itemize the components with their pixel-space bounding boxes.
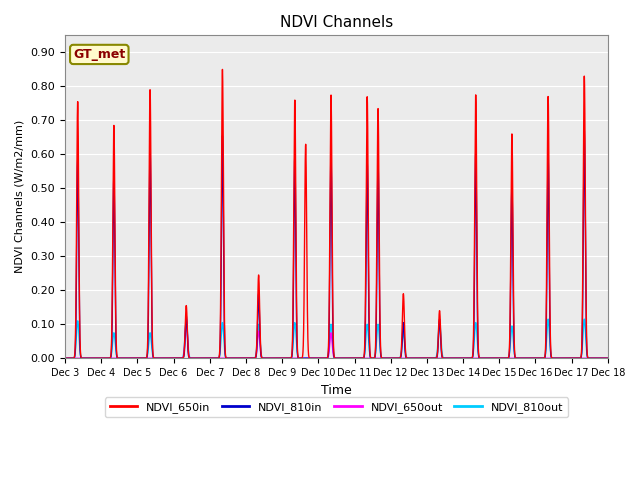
NDVI_810in [266,355,273,361]
NDVI_650in [266,355,273,361]
Title: NDVI Channels: NDVI Channels [280,15,393,30]
NDVI_810out [190,355,198,361]
NDVI_650out [305,355,312,361]
NDVI_810in [305,355,312,361]
NDVI_650in [188,355,195,361]
NDVI_810out [266,355,273,361]
NDVI_810in [604,355,612,361]
NDVI_650in [600,355,607,361]
NDVI_810out [193,355,200,361]
NDVI_650out [193,355,201,361]
NDVI_650in [604,355,612,361]
NDVI_810out [188,355,195,361]
NDVI_810in [600,355,607,361]
NDVI_810in [188,355,195,361]
NDVI_810out [61,355,69,361]
NDVI_650out [188,355,195,361]
X-axis label: Time: Time [321,384,352,396]
Text: GT_met: GT_met [73,48,125,61]
NDVI_650out [61,355,69,361]
NDVI_650in [305,348,312,354]
NDVI_650out [604,355,612,361]
NDVI_810out [600,355,607,361]
Line: NDVI_650in: NDVI_650in [65,70,608,358]
Line: NDVI_650out: NDVI_650out [65,319,608,358]
NDVI_650out [182,316,190,322]
NDVI_810in [193,355,200,361]
Y-axis label: NDVI Channels (W/m2/mm): NDVI Channels (W/m2/mm) [15,120,25,274]
NDVI_650out [190,355,198,361]
NDVI_810out [604,355,612,361]
NDVI_810out [305,355,312,361]
NDVI_650out [266,355,273,361]
NDVI_650in [61,355,69,361]
NDVI_810in [190,355,198,361]
NDVI_650in [190,355,198,361]
NDVI_650out [600,355,607,361]
NDVI_810out [580,316,588,322]
NDVI_650in [193,355,200,361]
Legend: NDVI_650in, NDVI_810in, NDVI_650out, NDVI_810out: NDVI_650in, NDVI_810in, NDVI_650out, NDV… [105,397,568,417]
NDVI_810in [580,128,588,133]
NDVI_650in [219,67,227,72]
Line: NDVI_810in: NDVI_810in [65,131,608,358]
Line: NDVI_810out: NDVI_810out [65,319,608,358]
NDVI_810in [61,355,69,361]
